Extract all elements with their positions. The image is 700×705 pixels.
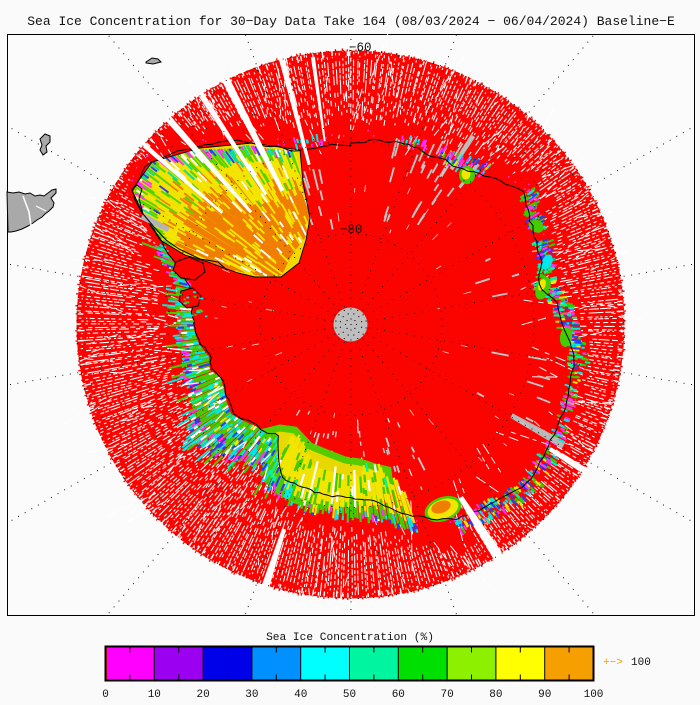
- svg-text:100: 100: [631, 657, 651, 669]
- svg-text:50: 50: [343, 689, 356, 700]
- svg-text:10: 10: [148, 689, 161, 700]
- svg-text:90: 90: [538, 689, 551, 700]
- svg-text:−80: −80: [340, 223, 363, 237]
- svg-text:70: 70: [440, 689, 453, 700]
- svg-text:Sea Ice Concentration (%): Sea Ice Concentration (%): [266, 632, 434, 644]
- svg-text:−60: −60: [349, 41, 372, 55]
- svg-text:80: 80: [489, 689, 502, 700]
- svg-text:+−>: +−>: [603, 657, 623, 669]
- svg-text:40: 40: [294, 689, 307, 700]
- svg-text:60: 60: [392, 689, 405, 700]
- svg-text:20: 20: [196, 689, 209, 700]
- svg-text:Sea Ice Concentration for 30−D: Sea Ice Concentration for 30−Day Data Ta…: [27, 14, 675, 29]
- svg-text:100: 100: [584, 689, 604, 700]
- svg-text:0: 0: [102, 689, 109, 700]
- svg-text:30: 30: [245, 689, 258, 700]
